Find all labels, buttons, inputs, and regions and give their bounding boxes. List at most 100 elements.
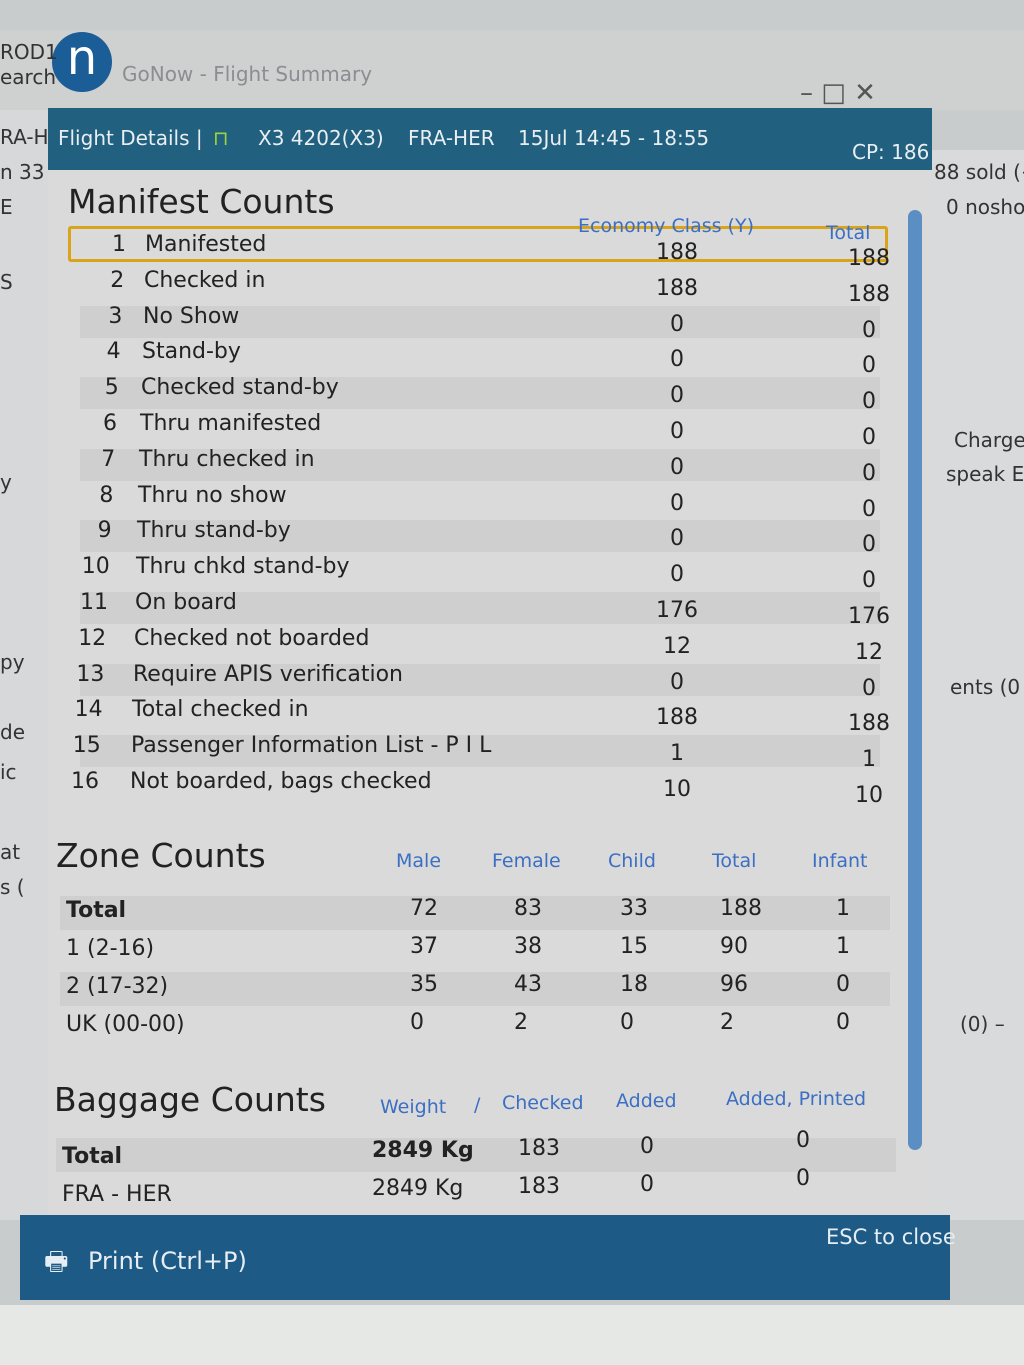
economy-count: 0 <box>670 669 684 695</box>
printer-icon[interactable]: 🖶 <box>44 1247 69 1277</box>
column-header-total: Total <box>712 850 757 872</box>
row-label: Not boarded, bags checked <box>130 769 432 794</box>
background-text: de <box>0 720 25 744</box>
total-count: 0 <box>862 353 876 379</box>
row-stripe <box>80 448 880 481</box>
zone-value: 0 <box>410 1010 424 1035</box>
zone-value: 35 <box>410 972 438 997</box>
baggage-checked: 183 <box>518 1136 560 1161</box>
row-label: Require APIS verification <box>133 661 403 687</box>
zone-value: 2 <box>514 1010 528 1035</box>
row-label: Thru manifested <box>140 411 322 436</box>
zone-label: Total <box>66 898 127 923</box>
total-count: 188 <box>848 246 890 271</box>
row-label: Thru checked in <box>139 446 315 472</box>
background-app-left <box>0 110 50 1220</box>
row-label: No Show <box>143 303 240 329</box>
total-count: 0 <box>862 425 876 450</box>
background-text: py <box>0 650 25 674</box>
app-logo: n <box>52 32 112 92</box>
scrollbar[interactable] <box>908 210 922 1150</box>
baggage-added-printed: 0 <box>796 1128 810 1153</box>
background-text: at <box>0 840 21 864</box>
zone-title: Zone Counts <box>56 836 266 875</box>
row-number: 6 <box>103 411 117 436</box>
date-time: 15Jul 14:45 - 18:55 <box>518 126 710 150</box>
row-label: Manifested <box>145 232 267 257</box>
row-stripe <box>80 377 880 410</box>
window-titlebar <box>0 30 1024 110</box>
row-number: 5 <box>104 375 119 401</box>
row-number: 16 <box>71 769 99 794</box>
cp-count: CP: 186 <box>852 140 930 164</box>
column-header-baggage: Added <box>616 1090 677 1112</box>
column-header-baggage: Weight <box>380 1096 447 1118</box>
row-number: 10 <box>81 554 110 580</box>
column-header-baggage: Checked <box>502 1092 584 1114</box>
row-stripe <box>80 592 880 624</box>
row-number: 1 <box>112 232 126 257</box>
background-text: earch <box>0 65 57 89</box>
baggage-title: Baggage Counts <box>54 1080 326 1119</box>
row-label: Total checked in <box>132 697 309 723</box>
zone-value: 43 <box>514 972 542 997</box>
row-number: 11 <box>80 590 108 615</box>
row-stripe <box>80 735 880 768</box>
total-count: 0 <box>862 460 876 486</box>
column-header-male: Male <box>396 850 442 872</box>
background-text: speak En <box>946 462 1024 486</box>
zone-value: 0 <box>836 1010 850 1035</box>
baggage-weight: 2849 Kg <box>372 1138 474 1163</box>
total-count: 188 <box>848 711 890 737</box>
selected-row-highlight <box>68 226 888 262</box>
total-count: 0 <box>862 532 876 558</box>
row-label: Thru stand-by <box>137 518 291 544</box>
row-number: 15 <box>72 733 101 759</box>
flight-details-header: Flight Details | ⊓ X3 4202(X3) FRA-HER 1… <box>48 108 932 170</box>
zone-value: 90 <box>720 934 748 959</box>
background-text: ic <box>0 760 17 784</box>
row-number: 12 <box>78 625 107 651</box>
economy-count: 0 <box>670 490 684 516</box>
economy-count: 0 <box>670 311 684 337</box>
background-text: n 33 <box>0 160 45 184</box>
zone-value: 1 <box>836 934 850 959</box>
economy-count: 1 <box>670 741 684 767</box>
row-number: 7 <box>101 446 116 472</box>
row-label: Checked stand-by <box>141 375 339 401</box>
zone-value: 83 <box>514 896 542 921</box>
window-controls[interactable]: – □ ✕ <box>800 78 876 108</box>
baggage-added-printed: 0 <box>796 1166 810 1191</box>
print-button[interactable]: Print (Ctrl+P) <box>88 1247 247 1275</box>
background-text: Charge <box>954 428 1024 452</box>
economy-count: 188 <box>656 705 698 731</box>
economy-count: 0 <box>670 419 684 444</box>
row-stripe <box>60 972 890 1006</box>
total-count: 176 <box>848 604 890 629</box>
baggage-label: FRA - HER <box>62 1182 172 1207</box>
economy-count: 176 <box>656 598 698 623</box>
total-count: 188 <box>848 281 890 307</box>
row-label: Stand-by <box>142 339 241 365</box>
column-header-infant: Infant <box>812 850 868 872</box>
total-count: 10 <box>855 783 883 808</box>
door-icon: ⊓ <box>213 126 229 150</box>
background-text: (0) – <box>960 1012 1005 1036</box>
background-text: y <box>0 470 12 494</box>
zone-label: 2 (17-32) <box>66 974 169 999</box>
total-count: 0 <box>862 496 876 522</box>
zone-value: 0 <box>836 972 850 997</box>
total-count: 0 <box>862 317 876 343</box>
column-header-female: Female <box>492 850 561 872</box>
monitor-bezel <box>0 1305 1024 1365</box>
row-number: 13 <box>76 661 105 687</box>
column-header-child: Child <box>608 850 656 872</box>
economy-count: 188 <box>656 240 698 265</box>
zone-value: 1 <box>836 896 850 921</box>
total-count: 0 <box>862 675 876 701</box>
row-number: 2 <box>110 267 125 293</box>
economy-count: 10 <box>663 777 691 802</box>
economy-count: 0 <box>670 383 684 409</box>
esc-hint: ESC to close <box>826 1225 956 1249</box>
economy-count: 0 <box>670 347 684 373</box>
